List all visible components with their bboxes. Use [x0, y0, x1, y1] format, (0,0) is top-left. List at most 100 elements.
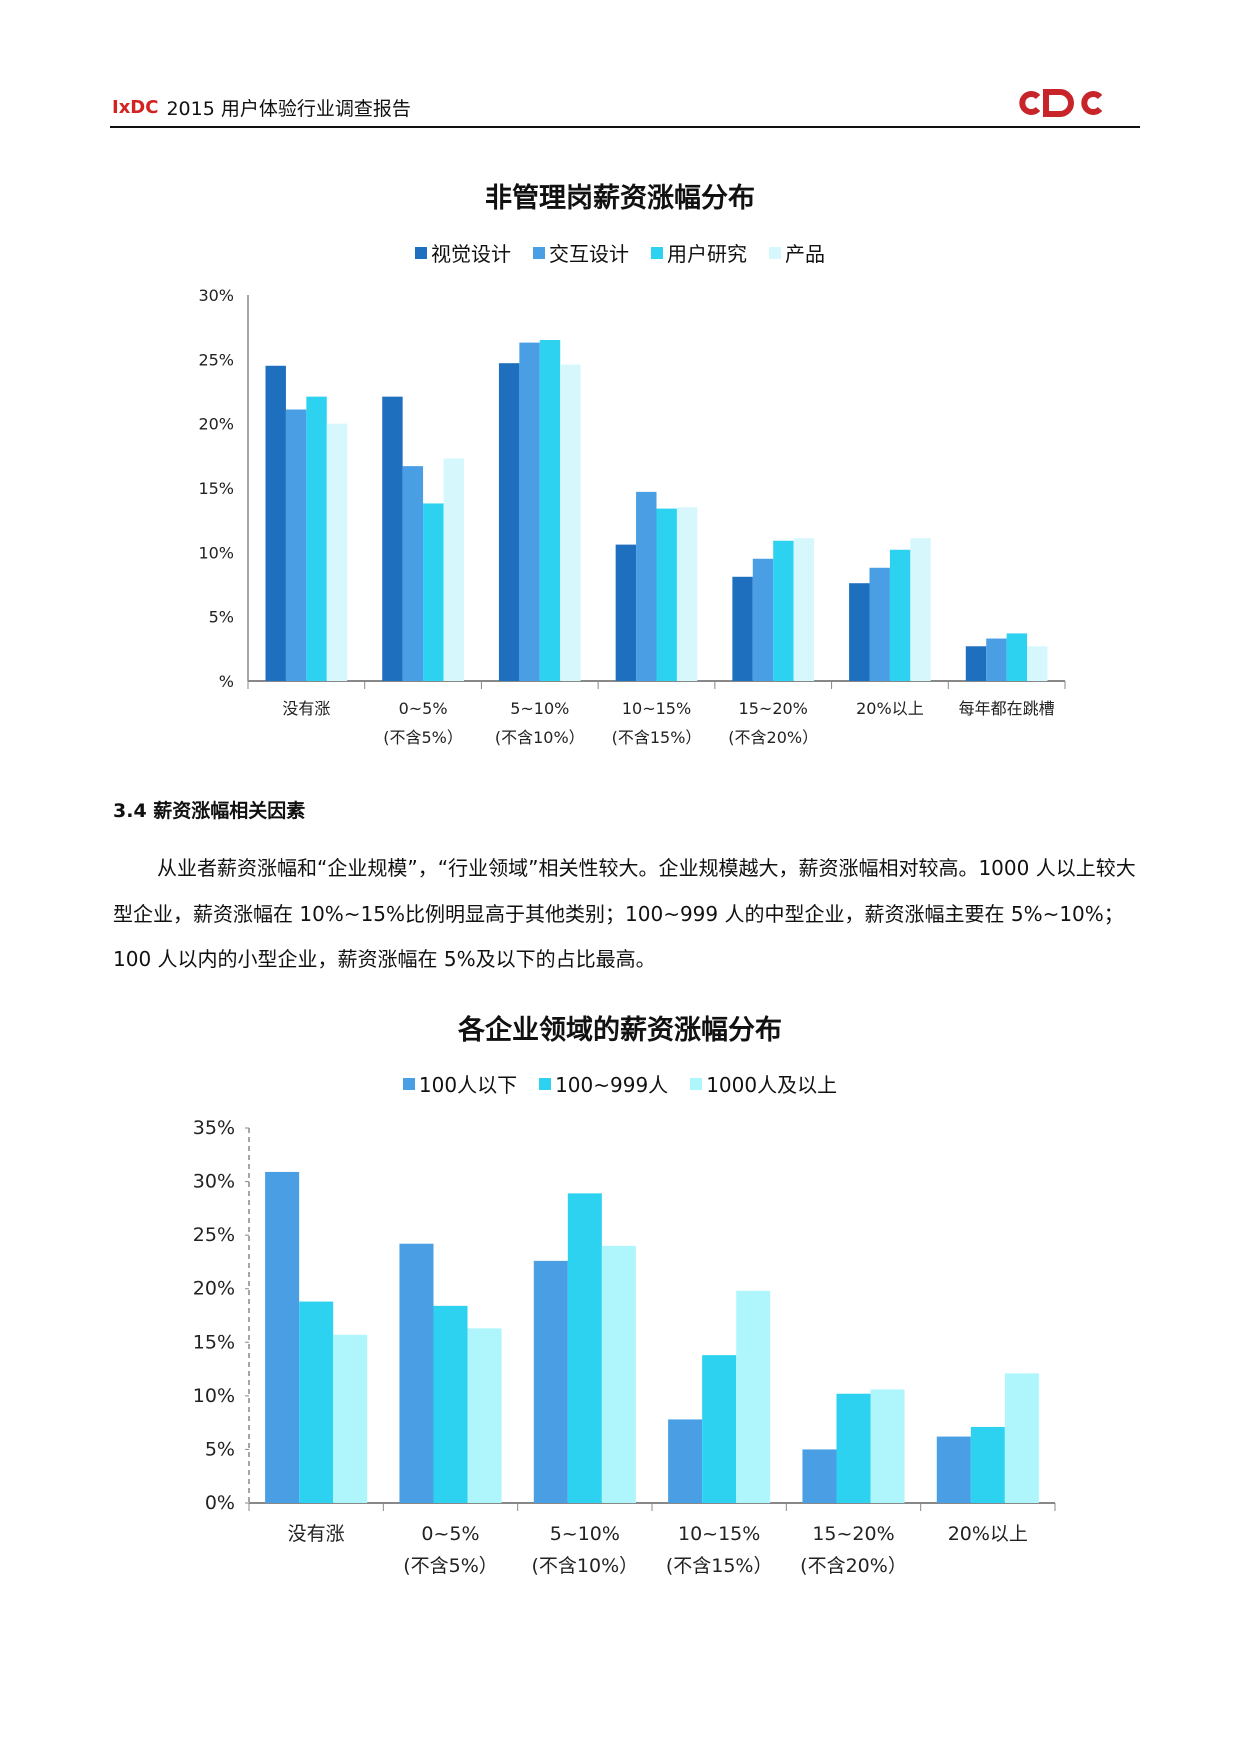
- bar: [732, 576, 753, 681]
- bar: [870, 1389, 905, 1503]
- x-tick-label: 5~10%: [510, 699, 569, 718]
- legend-label: 交互设计: [549, 242, 629, 266]
- cdc-logo: [1019, 89, 1103, 117]
- bar: [423, 503, 444, 681]
- y-tick-label: 10%: [198, 543, 234, 562]
- bar: [326, 423, 348, 681]
- chart1-svg: % 5% 10% 15% 20% 25% 30% 没有涨 0~5% (不含5%） 5~10% (不含1…: [198, 286, 1066, 747]
- legend-item: 产品: [769, 238, 825, 267]
- bar: [443, 458, 464, 681]
- bar: [399, 1243, 434, 1503]
- bar: [615, 544, 637, 681]
- bar: [299, 1301, 334, 1503]
- x-tick-label: 15~20%: [739, 699, 808, 718]
- bar: [736, 1290, 771, 1503]
- bar: [1006, 633, 1028, 681]
- legend-label: 产品: [785, 242, 825, 266]
- x-tick-label: 5~10%: [550, 1523, 620, 1545]
- legend-label: 100人以下: [418, 1073, 518, 1097]
- legend-swatch: [690, 1077, 703, 1090]
- bar: [910, 538, 931, 681]
- report-title: 2015 用户体验行业调查报告: [166, 98, 411, 120]
- y-tick-label: 30%: [198, 286, 234, 305]
- x-tick-label: 没有涨: [288, 1523, 345, 1545]
- legend-swatch: [769, 246, 781, 259]
- page-header: IxDC 2015 用户体验行业调查报告: [112, 94, 411, 121]
- bar: [773, 540, 794, 681]
- legend-label: 1000人及以上: [706, 1073, 838, 1097]
- legend-label: 100~999人: [555, 1073, 669, 1097]
- bar: [306, 396, 327, 681]
- bar: [802, 1449, 837, 1503]
- bar: [793, 538, 815, 681]
- legend-item: 用户研究: [651, 238, 747, 267]
- legend-item: 100人以下: [402, 1069, 518, 1098]
- bar: [519, 342, 540, 681]
- bar: [533, 1260, 568, 1503]
- x-tick-label: (不含5%）: [383, 728, 463, 747]
- bar: [752, 558, 774, 681]
- bar: [849, 583, 870, 681]
- x-tick-label: 没有涨: [282, 699, 330, 718]
- bar: [970, 1426, 1005, 1503]
- y-tick-label: 20%: [198, 415, 234, 434]
- bar: [1027, 646, 1048, 681]
- x-tick-label: 每年都在跳槽: [959, 699, 1055, 718]
- bar: [539, 340, 561, 681]
- bar: [1004, 1373, 1039, 1503]
- bar: [402, 466, 424, 681]
- legend-item: 100~999人: [539, 1069, 668, 1098]
- y-tick-label: 25%: [193, 1224, 235, 1246]
- legend-label: 视觉设计: [431, 242, 511, 266]
- x-tick-label: (不含5%）: [403, 1555, 498, 1577]
- bar: [498, 363, 520, 681]
- bar: [601, 1245, 636, 1503]
- legend-swatch: [539, 1077, 552, 1090]
- y-tick-label: %: [219, 672, 234, 691]
- bar: [668, 1419, 703, 1503]
- y-tick-label: 15%: [198, 479, 234, 498]
- x-tick-label: 0~5%: [421, 1523, 479, 1545]
- legend-item: 交互设计: [533, 238, 629, 267]
- bar: [265, 1171, 300, 1503]
- x-tick-label: (不含20%）: [728, 728, 818, 747]
- chart2-title: 各企业领域的薪资涨幅分布: [458, 1015, 782, 1046]
- x-tick-label: 15~20%: [812, 1523, 894, 1545]
- y-tick-label: 35%: [193, 1117, 235, 1139]
- y-tick-label: 25%: [198, 350, 234, 369]
- bar: [965, 646, 987, 681]
- y-tick-label: 5%: [209, 608, 234, 627]
- bar: [889, 549, 911, 681]
- x-tick-label: (不含20%）: [800, 1555, 907, 1577]
- legend-swatch: [402, 1077, 415, 1090]
- y-tick-label: 15%: [193, 1331, 235, 1353]
- bar: [836, 1393, 871, 1503]
- x-tick-label: (不含15%）: [666, 1555, 773, 1577]
- bar: [656, 508, 677, 681]
- y-tick-label: 0%: [205, 1492, 235, 1514]
- y-tick-label: 20%: [193, 1278, 235, 1300]
- bar: [560, 364, 581, 681]
- x-tick-label: 20%以上: [856, 699, 924, 718]
- x-tick-label: 0~5%: [399, 699, 448, 718]
- bar: [333, 1334, 368, 1503]
- bar: [936, 1436, 971, 1503]
- chart1-title: 非管理岗薪资涨幅分布: [485, 183, 755, 214]
- section-heading: 3.4 薪资涨幅相关因素: [113, 800, 306, 822]
- chart2-legend: 100人以下 100~999人 1000人及以上: [0, 1069, 1240, 1098]
- bar: [636, 491, 657, 681]
- bar: [265, 365, 286, 681]
- x-tick-label: (不含15%）: [612, 728, 702, 747]
- legend-swatch: [533, 246, 545, 259]
- x-tick-label: (不含10%）: [532, 1555, 639, 1577]
- bar: [986, 638, 1007, 681]
- bar: [567, 1193, 602, 1503]
- brand-logo-text: IxDC: [112, 97, 159, 118]
- legend-swatch: [651, 246, 663, 259]
- bar: [702, 1355, 737, 1503]
- legend-label: 用户研究: [667, 242, 747, 266]
- section-paragraph: 从业者薪资涨幅和“企业规模”，“行业领域”相关性较大。企业规模越大，薪资涨幅相对…: [113, 856, 1136, 971]
- x-tick-label: 10~15%: [678, 1523, 760, 1545]
- x-tick-label: (不含10%）: [495, 728, 585, 747]
